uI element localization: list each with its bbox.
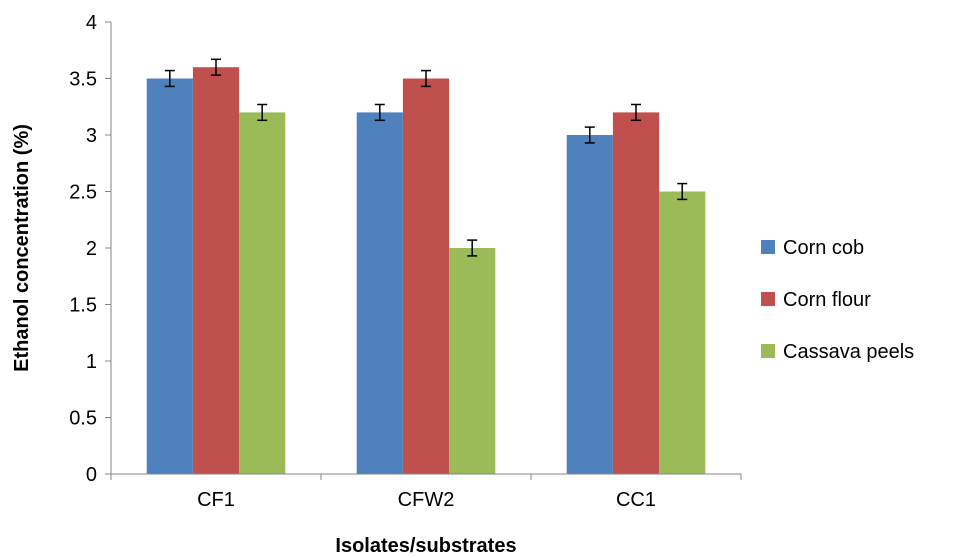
x-tick-labels: CF1 CFW2 CC1 [197,489,656,511]
y-axis-title: Ethanol concentration (%) [11,124,33,372]
y-tick-label: 2.5 [69,182,97,204]
y-tick-label: 3.5 [69,69,97,91]
x-axis-title: Isolates/substrates [335,535,516,557]
bar-corn-flour-cf1 [192,67,240,474]
y-tick-label: 2 [86,238,97,260]
bar-cassava-peels-cf1 [239,112,286,475]
y-tick-label: 1.5 [69,295,97,317]
bar-corn-cob-cfw2 [356,112,403,475]
bars-layer [146,67,706,475]
y-tick-labels: 0 0.5 1 1.5 2 2.5 3 3.5 4 [69,12,97,486]
y-tick-label: 0.5 [69,408,97,430]
legend-label: Cassava peels [783,341,914,363]
axes-layer [105,21,742,480]
y-tick-label: 0 [86,464,97,486]
y-tick-label: 1 [86,351,97,373]
legend-label: Corn cob [783,237,864,259]
bar-corn-flour-cfw2 [402,78,450,474]
bar-corn-cob-cc1 [566,135,613,474]
legend: Corn cob Corn flour Cassava peels [761,237,914,363]
y-tick-label: 3 [86,125,97,147]
legend-swatch [761,240,775,254]
x-tick-label: CF1 [197,489,235,511]
bar-cassava-peels-cc1 [659,191,706,474]
x-tick-label: CFW2 [398,489,455,511]
bar-corn-flour-cc1 [612,112,660,475]
bar-corn-cob-cf1 [146,78,193,474]
x-tick-label: CC1 [616,489,656,511]
legend-swatch [761,344,775,358]
legend-swatch [761,292,775,306]
legend-label: Corn flour [783,289,871,311]
bar-cassava-peels-cfw2 [449,248,496,474]
y-tick-label: 4 [86,12,97,34]
error-bars-layer [164,58,688,257]
